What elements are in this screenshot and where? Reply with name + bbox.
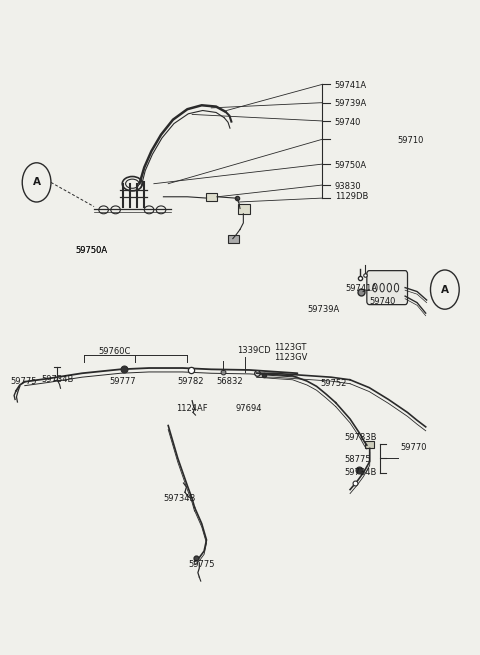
Text: 93830: 93830	[335, 182, 361, 191]
Text: 59760C: 59760C	[99, 347, 131, 356]
Text: 1339CD: 1339CD	[237, 346, 270, 355]
Text: 1123GT: 1123GT	[275, 343, 307, 352]
Text: A: A	[441, 284, 449, 295]
Text: 59775: 59775	[189, 559, 216, 569]
Text: 59710: 59710	[397, 136, 423, 145]
Text: 59734B: 59734B	[163, 495, 196, 503]
Text: 59750A: 59750A	[75, 246, 107, 255]
Text: 59782: 59782	[178, 377, 204, 386]
Text: A: A	[33, 178, 41, 187]
Text: 59750A: 59750A	[75, 246, 107, 255]
Text: 59739A: 59739A	[335, 100, 367, 109]
Text: 59741A: 59741A	[345, 284, 377, 293]
Bar	[228, 234, 239, 242]
Bar	[365, 441, 374, 449]
Text: 1124AF: 1124AF	[176, 404, 208, 413]
Text: 58775: 58775	[344, 455, 371, 464]
Text: 59752: 59752	[321, 379, 347, 388]
Bar	[238, 204, 250, 214]
Text: 56832: 56832	[216, 377, 243, 386]
Text: 59741A: 59741A	[335, 81, 367, 90]
FancyBboxPatch shape	[367, 271, 408, 305]
Bar	[206, 193, 217, 200]
Text: 59777: 59777	[110, 377, 136, 386]
Text: 59750A: 59750A	[335, 161, 367, 170]
Text: 59740: 59740	[335, 118, 361, 127]
Text: 59734B: 59734B	[344, 468, 377, 477]
Text: 59775: 59775	[10, 377, 37, 386]
Text: 97694: 97694	[235, 404, 262, 413]
Text: 59740: 59740	[369, 297, 396, 306]
Text: 59770: 59770	[401, 443, 427, 452]
Text: 59734B: 59734B	[41, 375, 74, 384]
Text: 59783B: 59783B	[344, 433, 377, 442]
Text: 59739A: 59739A	[307, 305, 339, 314]
Text: 1129DB: 1129DB	[335, 193, 368, 201]
Text: 1123GV: 1123GV	[275, 353, 308, 362]
